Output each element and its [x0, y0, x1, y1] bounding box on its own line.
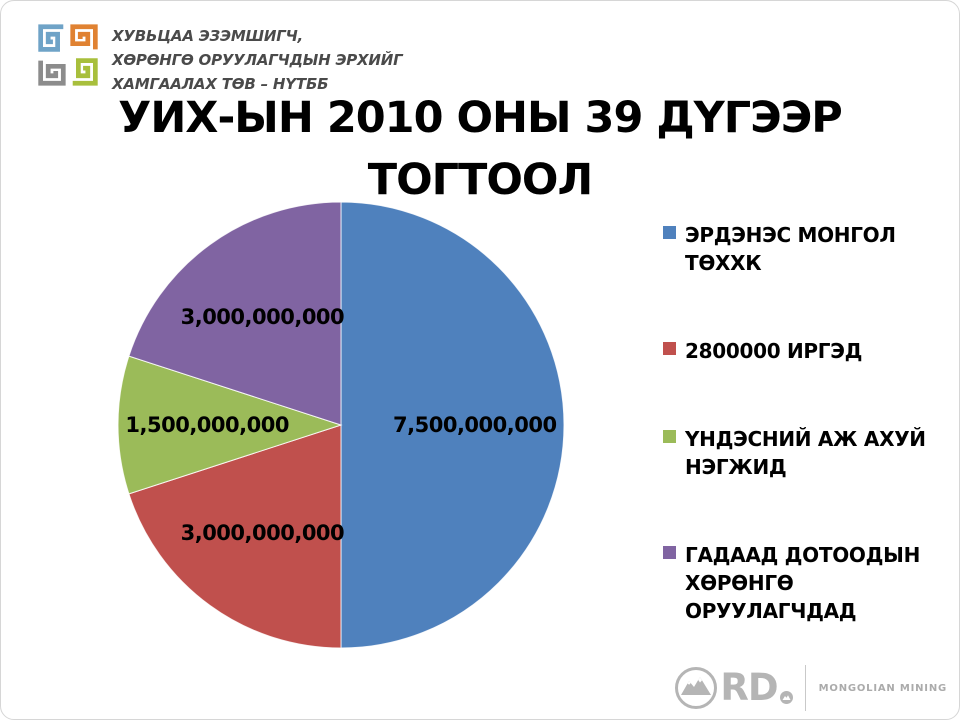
org-name-line-3: ХАМГААЛАХ ТӨВ – НҮТББ — [112, 75, 329, 93]
org-logo-quadrant-1 — [41, 27, 64, 50]
legend-item-2: 2800000 ИРГЭД — [663, 337, 955, 365]
legend-label-4: ГАДААД ДОТООДЫН ХӨРӨНГӨ ОРУУЛАГЧДАД — [685, 543, 921, 623]
footer-brand: RD MONGOLIAN MINING — [674, 665, 947, 711]
legend-swatch-4 — [663, 546, 676, 559]
org-logo-quadrant-3 — [73, 61, 96, 84]
legend-item-4: ГАДААД ДОТООДЫН ХӨРӨНГӨ ОРУУЛАГЧДАД — [663, 541, 955, 625]
org-logo-icon — [35, 21, 101, 89]
org-name: ХУВЬЦАА ЭЗЭМШИГЧ, ХӨРӨНГӨ ОРУУЛАГЧДЫН ЭР… — [112, 21, 403, 96]
slide-title: УИХ-ЫН 2010 ОНЫ 39 ДҮГЭЭР ТОГТООЛ — [118, 93, 843, 206]
legend-swatch-3 — [663, 430, 676, 443]
legend-swatch-1 — [663, 226, 676, 239]
org-logo-quadrant-2 — [73, 27, 96, 50]
pie-slice-2 — [128, 424, 342, 649]
mountain-logo-icon — [675, 667, 718, 709]
footer-divider — [804, 665, 806, 711]
legend-label-2: 2800000 ИРГЭД — [685, 339, 863, 363]
pie-slice-1 — [340, 201, 565, 649]
pie-slice-4 — [128, 201, 342, 426]
org-logo: ХУВЬЦАА ЭЗЭМШИГЧ, ХӨРӨНГӨ ОРУУЛАГЧДЫН ЭР… — [35, 21, 403, 96]
chart-legend: ЭРДЭНЭС МОНГОЛ ТӨХХК 2800000 ИРГЭД ҮНДЭС… — [663, 221, 955, 625]
pie-data-label-2: 3,000,000,000 — [181, 521, 345, 545]
brand-dot-icon — [779, 691, 793, 704]
legend-label-1: ЭРДЭНЭС МОНГОЛ ТӨХХК — [685, 223, 896, 275]
brand-text: RD — [720, 666, 778, 709]
brand-caption: MONGOLIAN MINING — [818, 682, 947, 694]
org-name-line-2: ХӨРӨНГӨ ОРУУЛАГЧДЫН ЭРХИЙГ — [112, 51, 403, 69]
pie-data-label-3: 1,500,000,000 — [125, 413, 289, 437]
pie-chart: 7,500,000,000 3,000,000,000 1,500,000,000 3… — [117, 201, 565, 649]
org-name-line-1: ХУВЬЦАА ЭЗЭМШИГЧ, — [112, 27, 304, 45]
pie-data-label-4: 3,000,000,000 — [181, 305, 345, 329]
legend-item-3: ҮНДЭСНИЙ АЖ АХУЙ НЭГЖИД — [663, 425, 955, 481]
legend-item-1: ЭРДЭНЭС МОНГОЛ ТӨХХК — [663, 221, 955, 277]
legend-swatch-2 — [663, 342, 676, 355]
pie-data-label-1: 7,500,000,000 — [393, 413, 557, 437]
legend-label-3: ҮНДЭСНИЙ АЖ АХУЙ НЭГЖИД — [685, 427, 926, 479]
org-logo-quadrant-4 — [41, 61, 64, 84]
pie-slice-3 — [117, 355, 343, 495]
